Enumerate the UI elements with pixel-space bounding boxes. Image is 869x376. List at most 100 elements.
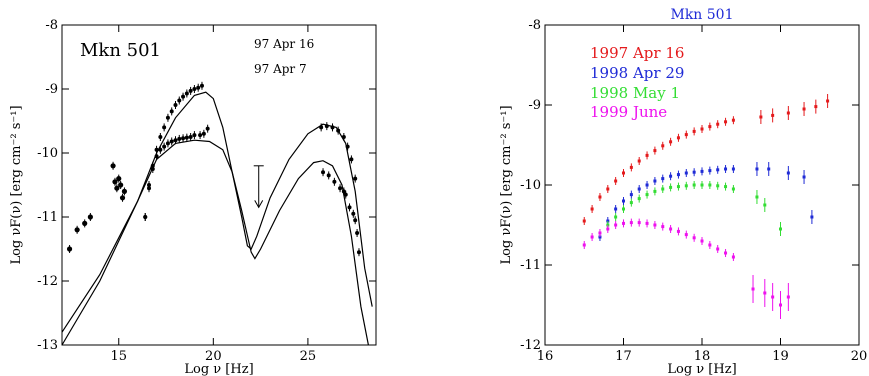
data-point [173, 138, 178, 143]
data-point [614, 179, 618, 183]
data-point [110, 163, 116, 169]
y-tick-label: -9 [45, 82, 58, 97]
y-tick-label: -12 [37, 274, 58, 289]
data-point [345, 144, 350, 149]
data-point [582, 219, 586, 223]
x-tick-label: 20 [851, 349, 868, 364]
data-point [802, 107, 806, 111]
data-point [786, 295, 790, 299]
data-point [653, 149, 657, 153]
data-point [598, 231, 602, 235]
data-point [771, 113, 775, 117]
data-point [590, 235, 594, 239]
plot-frame [61, 24, 377, 346]
y-tick-label: -9 [528, 98, 541, 113]
data-point [351, 211, 356, 216]
data-point [353, 176, 358, 181]
data-point [669, 140, 673, 144]
x-tick-label: 18 [694, 349, 711, 364]
data-point [349, 157, 354, 162]
data-point [353, 218, 358, 223]
data-point [810, 215, 814, 219]
panel-title: Mkn 501 [670, 7, 733, 23]
data-point [118, 182, 124, 188]
data-point [177, 136, 182, 141]
data-point [66, 246, 73, 252]
data-point [779, 227, 782, 231]
data-point [684, 233, 688, 237]
x-tick-label: 15 [110, 349, 127, 364]
data-point [173, 103, 178, 107]
data-point [708, 243, 712, 247]
data-point [622, 199, 625, 203]
y-axis-label: Log νF(ν) [erg cm⁻² s⁻¹] [9, 105, 24, 264]
data-point [629, 165, 633, 169]
x-tick-label: 17 [615, 349, 632, 364]
data-point [154, 154, 159, 159]
data-point [645, 183, 649, 187]
data-point [192, 133, 197, 138]
data-point [731, 118, 735, 122]
data-point [708, 183, 712, 187]
data-point [341, 135, 346, 139]
data-point [692, 129, 696, 133]
data-point [332, 179, 337, 184]
data-point [692, 236, 696, 240]
data-point [802, 175, 806, 179]
data-point [700, 169, 704, 173]
data-point [147, 186, 152, 191]
panel-left: Mkn 501 97 Apr 16 97 Apr 7 Log ν [Hz] Lo… [9, 18, 377, 376]
data-point [669, 174, 673, 178]
data-point [338, 186, 343, 191]
data-point [347, 205, 352, 210]
data-point [114, 185, 120, 191]
data-point [645, 153, 649, 157]
data-point [637, 221, 641, 225]
legend-label: 1998 Apr 29 [590, 64, 684, 82]
data-point [74, 227, 80, 233]
x-tick-label: 16 [537, 349, 554, 364]
x-axis-label: Log ν [Hz] [667, 362, 736, 376]
data-point [629, 221, 633, 225]
data-point [181, 136, 186, 141]
data-point [755, 195, 759, 199]
data-point [330, 125, 335, 130]
data-point [763, 203, 767, 207]
panel-right: Mkn 501 1997 Apr 16 1998 Apr 29 1998 May… [499, 7, 867, 376]
data-point [708, 125, 712, 129]
data-point [192, 87, 197, 91]
data-point [779, 303, 782, 307]
model-curve [61, 139, 369, 346]
data-point [181, 94, 186, 99]
data-point [162, 125, 167, 130]
data-point [614, 207, 618, 211]
data-point [622, 207, 625, 211]
data-point [731, 167, 735, 171]
data-point [724, 120, 728, 124]
data-point [692, 170, 696, 174]
data-point [614, 223, 618, 227]
data-point [177, 98, 182, 103]
data-point [169, 109, 174, 114]
data-point [786, 171, 790, 175]
data-point [158, 135, 163, 139]
data-point [205, 126, 210, 131]
y-axis-label: Log νF(ν) [erg cm⁻² s⁻¹] [499, 105, 514, 264]
data-point [767, 167, 771, 171]
data-point [116, 176, 122, 182]
data-point [198, 133, 203, 138]
data-point [669, 227, 673, 231]
data-point [184, 135, 189, 140]
data-point [700, 183, 704, 187]
data-point [731, 187, 735, 191]
data-point [724, 167, 728, 171]
data-point [661, 177, 665, 181]
data-point [590, 207, 594, 211]
data-point [771, 295, 775, 299]
data-point [731, 255, 735, 259]
data-point [154, 147, 159, 152]
data-point [684, 184, 688, 188]
data-point [759, 115, 763, 119]
data-point [343, 192, 348, 197]
data-point [716, 122, 720, 126]
